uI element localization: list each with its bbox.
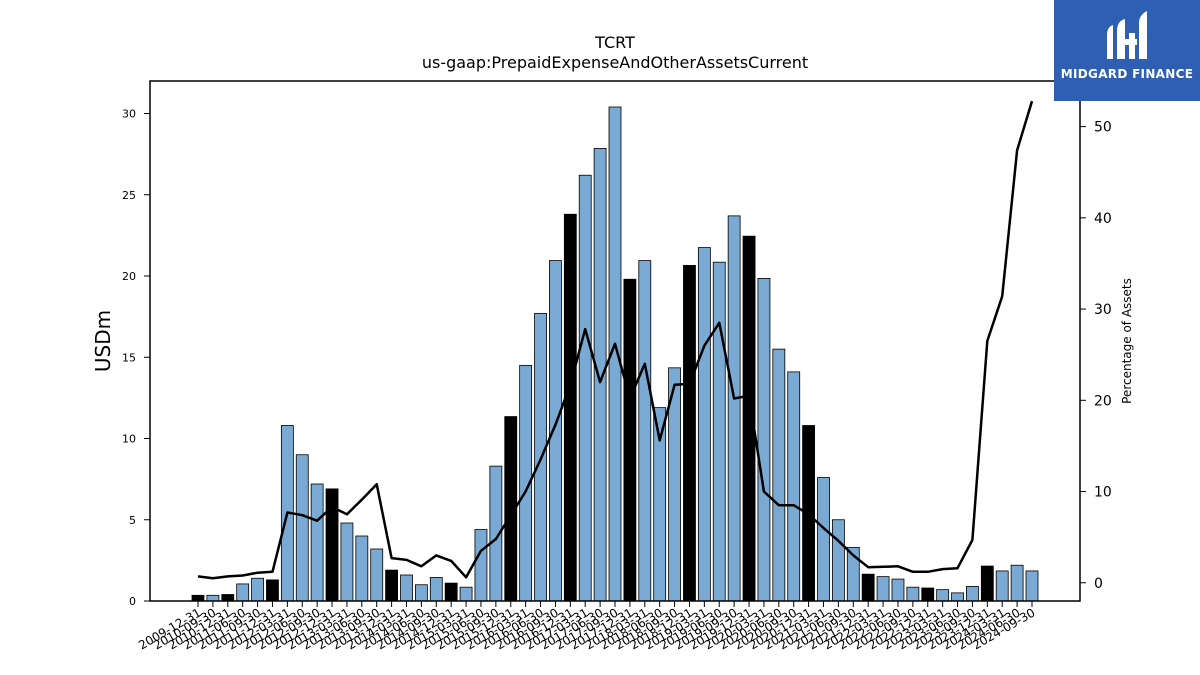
percentage-line bbox=[197, 100, 1034, 580]
bar-2022-06-30 bbox=[891, 578, 905, 602]
chart-subtitle: us-gaap:PrepaidExpenseAndOtherAssetsCurr… bbox=[422, 53, 808, 72]
bar-2021-12-31 bbox=[861, 573, 875, 602]
bar-2018-03-31 bbox=[638, 260, 652, 602]
bar-2018-12-31 bbox=[683, 265, 696, 602]
y-tick-label: 20 bbox=[122, 270, 136, 283]
bar-2015-06-30 bbox=[474, 529, 488, 602]
bar-2020-06-30 bbox=[772, 348, 786, 602]
bar-2009-12-31 bbox=[191, 594, 205, 602]
y2-tick-label: 10 bbox=[1094, 485, 1112, 501]
bar-2013-03-31 bbox=[340, 522, 354, 602]
bar-2019-03-31 bbox=[697, 247, 711, 602]
y-tick-label: 25 bbox=[122, 189, 136, 202]
bar-2011-12-31 bbox=[266, 579, 279, 602]
y2-axis-label: Percentage of Assets bbox=[1120, 278, 1134, 404]
bar-2023-06-30 bbox=[951, 592, 964, 602]
bars-group bbox=[191, 106, 1039, 602]
plot-frame bbox=[149, 80, 1081, 602]
bar-2021-03-31 bbox=[817, 477, 830, 602]
y2-tick-label: 0 bbox=[1094, 576, 1103, 592]
bar-2012-09-30 bbox=[310, 483, 324, 602]
bar-2013-09-30 bbox=[370, 548, 384, 602]
bar-2010-12-31 bbox=[221, 594, 235, 602]
y-tick-label: 15 bbox=[122, 351, 136, 364]
bar-2013-06-30 bbox=[355, 535, 369, 602]
bar-2022-09-30 bbox=[906, 586, 920, 602]
bar-2015-03-31 bbox=[459, 586, 473, 602]
bar-2014-06-30 bbox=[414, 584, 428, 602]
y-tick-label: 10 bbox=[122, 433, 136, 446]
bar-2016-09-30 bbox=[549, 260, 562, 602]
bar-2013-12-31 bbox=[385, 569, 399, 602]
bar-2024-06-30 bbox=[1010, 564, 1024, 602]
bar-2014-09-30 bbox=[429, 577, 443, 602]
bar-2014-03-31 bbox=[400, 574, 413, 602]
midgard-logo-icon bbox=[1107, 11, 1147, 59]
bar-2016-12-31 bbox=[563, 213, 577, 602]
bar-2023-09-30 bbox=[966, 585, 979, 602]
x-ticks: 2009-12-312010-09-302010-12-312011-06-30… bbox=[136, 601, 1038, 652]
y-tick-label: 0 bbox=[129, 595, 136, 608]
y2-tick-label: 50 bbox=[1094, 120, 1112, 136]
bar-2017-06-30 bbox=[593, 148, 607, 602]
y2-tick-label: 20 bbox=[1094, 393, 1112, 409]
bar-2021-06-30 bbox=[831, 519, 845, 602]
bar-2022-12-31 bbox=[921, 587, 935, 602]
brand-name: MIDGARD FINANCE bbox=[1060, 67, 1194, 81]
bar-2011-09-30 bbox=[251, 577, 264, 602]
bar-2019-09-30 bbox=[727, 215, 741, 602]
brand-logo: MIDGARD FINANCE bbox=[1054, 0, 1200, 101]
bar-2022-03-31 bbox=[876, 576, 890, 602]
bar-2024-09-30 bbox=[1025, 570, 1039, 602]
y2-tick-label: 40 bbox=[1094, 211, 1112, 227]
bar-2010-09-30 bbox=[206, 594, 220, 602]
bar-2012-06-30 bbox=[295, 454, 309, 602]
bar-2024-03-31 bbox=[995, 570, 1009, 602]
y-tick-label: 5 bbox=[129, 514, 136, 527]
y-axis-label: USDm bbox=[91, 310, 115, 372]
bar-2017-12-31 bbox=[623, 278, 637, 602]
bar-2020-09-30 bbox=[787, 371, 801, 602]
y-left-axis: 0 5 10 15 20 25 30 bbox=[122, 108, 150, 608]
bar-2017-03-31 bbox=[578, 174, 592, 602]
y-tick-label: 30 bbox=[122, 108, 136, 121]
bar-2023-12-31 bbox=[980, 565, 994, 602]
bar-2019-06-30 bbox=[712, 261, 726, 602]
bar-2014-12-31 bbox=[444, 582, 458, 602]
bar-2012-12-31 bbox=[325, 488, 339, 602]
bar-2023-03-31 bbox=[936, 589, 950, 602]
y-right-axis: 0 10 20 30 40 50 bbox=[1080, 120, 1112, 592]
bar-2011-06-30 bbox=[236, 583, 250, 602]
y2-tick-label: 30 bbox=[1094, 302, 1112, 318]
chart-title: TCRT bbox=[594, 33, 635, 52]
bar-2020-03-31 bbox=[757, 278, 771, 602]
